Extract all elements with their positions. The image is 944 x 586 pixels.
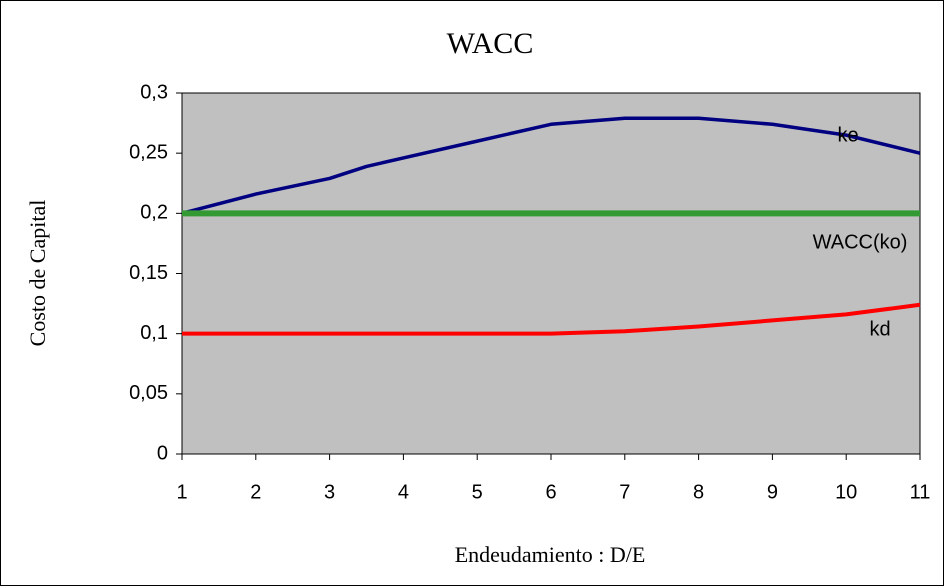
plot-area xyxy=(181,92,921,455)
x-tick-label: 5 xyxy=(472,481,483,503)
y-tick-label: 0,15 xyxy=(129,262,168,284)
x-tick-label: 1 xyxy=(176,481,187,503)
line xyxy=(181,116,921,216)
y-axis-label: Costo de Capital xyxy=(25,200,50,347)
x-tick-label: 8 xyxy=(693,481,704,503)
x-tick-label: 2 xyxy=(250,481,261,503)
y-tick-label: 0 xyxy=(157,442,168,464)
x-tick-label: 10 xyxy=(835,481,857,503)
x-tick-label: 7 xyxy=(619,481,630,503)
line xyxy=(182,302,921,336)
series-label: WACC(ko) xyxy=(813,231,908,253)
x-axis-label: Endeudamiento : D/E xyxy=(455,542,646,567)
x-tick-label: 6 xyxy=(545,481,556,503)
x-tick-label: 4 xyxy=(398,481,409,503)
x-tick-label: 9 xyxy=(767,481,778,503)
x-tick-label: 3 xyxy=(324,481,335,503)
y-tick-label: 0,25 xyxy=(129,141,168,163)
y-tick-label: 0,2 xyxy=(140,202,168,224)
x-tick-label: 11 xyxy=(910,481,931,503)
y-tick-label: 0,3 xyxy=(140,81,168,103)
y-tick-label: 0,05 xyxy=(129,382,168,404)
chart-title: WACC xyxy=(447,27,534,60)
series-label: ke xyxy=(837,124,858,146)
series-label: kd xyxy=(869,318,890,340)
y-tick-label: 0,1 xyxy=(140,322,168,344)
